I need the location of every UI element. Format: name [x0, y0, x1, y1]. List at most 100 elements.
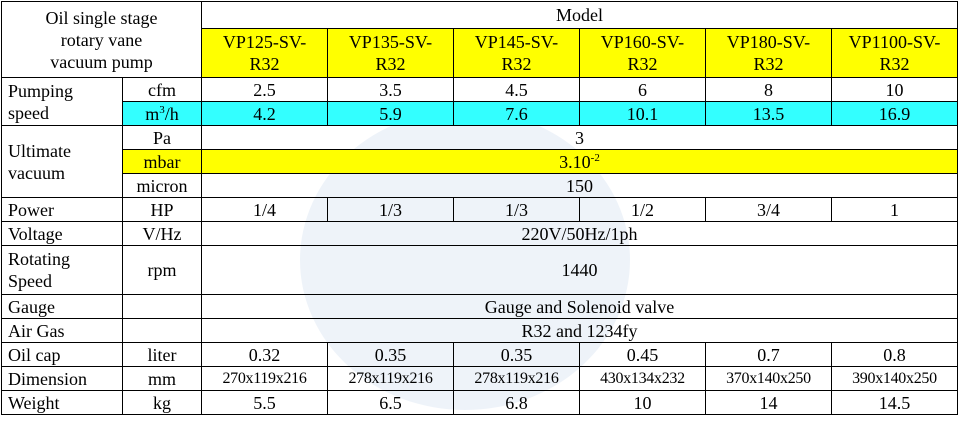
- line: VP180-SV-: [710, 31, 827, 53]
- line: R32: [710, 53, 827, 75]
- value-cell: 390x140x250: [830, 366, 959, 391]
- unit-cell: m3/h: [121, 101, 203, 126]
- value-cell: 0.45: [578, 342, 706, 367]
- text: Rotating: [8, 249, 70, 269]
- data-row: Oil cap liter 0.32 0.35 0.35 0.45 0.7 0.8: [1, 342, 959, 367]
- value-cell: 0.32: [201, 342, 328, 367]
- data-row: Power HP 1/4 1/3 1/3 1/2 3/4 1: [1, 197, 959, 222]
- data-row: Gauge Gauge and Solenoid valve: [1, 294, 958, 319]
- value-cell: 6.5: [327, 390, 454, 415]
- text: Speed: [8, 271, 52, 291]
- label-cell: Rotating Speed: [1, 245, 123, 295]
- text: R32: [501, 54, 532, 74]
- label-cell: Voltage: [1, 221, 123, 246]
- model-cell: VP125-SV- R32: [201, 28, 328, 78]
- value-cell: 7.6: [452, 101, 580, 126]
- label-cell: Air Gas: [1, 318, 123, 343]
- value-cell: 4.2: [201, 101, 328, 126]
- label-cell: Dimension: [1, 366, 123, 391]
- text: Power: [8, 199, 54, 220]
- text: Weight: [8, 392, 60, 413]
- text: R32: [627, 54, 658, 74]
- line: vacuum pump: [6, 51, 197, 73]
- text: Dimension: [8, 368, 87, 389]
- text: 4.2: [253, 103, 276, 124]
- data-row: Ultimate vacuum Pa 3: [1, 125, 958, 198]
- text: R32: [249, 54, 280, 74]
- text: 4.5: [505, 79, 528, 100]
- unit-cell: rpm: [121, 245, 203, 295]
- value-cell: 8: [704, 77, 832, 102]
- value-cell: 278x119x216: [327, 366, 454, 391]
- line: R32: [836, 53, 953, 75]
- line: VP135-SV-: [332, 31, 449, 53]
- unit-cell: mbar: [121, 149, 203, 174]
- line: Gauge: [8, 296, 118, 318]
- text: 5.5: [253, 392, 276, 413]
- text: Voltage: [8, 223, 63, 244]
- text: 3: [159, 103, 165, 116]
- value-cell: 5.9: [327, 101, 454, 126]
- text: cfm: [148, 79, 176, 100]
- text: 430x134x232: [600, 369, 685, 387]
- value-cell: 1/3: [327, 197, 454, 222]
- text: VP180-SV-: [726, 32, 811, 52]
- text: 270x119x216: [222, 369, 307, 387]
- value-cell: 3/4: [704, 197, 832, 222]
- label-cell: Gauge: [1, 294, 123, 319]
- model-cell: VP160-SV- R32: [578, 28, 706, 78]
- text: 8: [763, 79, 773, 100]
- text: VP160-SV-: [600, 32, 685, 52]
- value-cell: 3.5: [327, 77, 454, 102]
- data-row: micron 150: [2, 173, 958, 198]
- line: Weight: [8, 392, 118, 414]
- line: Ultimate: [8, 140, 118, 162]
- text: 13.5: [752, 103, 785, 124]
- value-cell: 13.5: [704, 101, 832, 126]
- label-cell: Oil cap: [1, 342, 123, 367]
- header-row: Oil single stage rotary vane vacuum pump Mo…: [0, 1, 958, 78]
- value-cell: 5.5: [201, 390, 328, 415]
- text: 6: [637, 79, 647, 100]
- text: -2: [590, 151, 600, 164]
- text: 7.6: [505, 103, 528, 124]
- line: vacuum: [8, 162, 118, 184]
- data-row: Pumping speed cfm 2.5 3.5 4.5 6 8 10: [1, 77, 959, 126]
- text: Pumping: [8, 80, 74, 101]
- text: R32 and 1234fy: [521, 320, 638, 341]
- text: 0.8: [883, 344, 906, 365]
- text: 14.5: [878, 392, 911, 413]
- data-row: Air Gas R32 and 1234fy: [1, 318, 958, 343]
- unit-cell: V/Hz: [121, 221, 203, 246]
- text: 6.5: [379, 392, 402, 413]
- text: 1440: [561, 260, 598, 280]
- text: 0.7: [757, 344, 780, 365]
- text: Gauge: [8, 296, 55, 317]
- text: 16.9: [878, 103, 911, 124]
- text: 220V/50Hz/1ph: [521, 223, 638, 244]
- value-cell: R32 and 1234fy: [201, 318, 958, 343]
- text: Oil cap: [8, 344, 61, 365]
- text: 1/3: [378, 199, 402, 220]
- text: Ultimate: [8, 140, 71, 161]
- text: 0.35: [500, 344, 533, 365]
- text: R32: [375, 54, 406, 74]
- text: 1/4: [253, 199, 277, 220]
- line: VP125-SV-: [206, 31, 323, 53]
- label-cell: Weight: [1, 390, 123, 415]
- line: VP160-SV-: [584, 31, 701, 53]
- text: mm: [148, 368, 177, 389]
- unit-cell: [121, 294, 203, 319]
- value-cell: 270x119x216: [201, 366, 328, 391]
- group-cell: Model: [201, 1, 958, 29]
- model-cell: VP180-SV- R32: [704, 28, 832, 78]
- value-cell: 0.35: [452, 342, 580, 367]
- text: 6.8: [505, 392, 528, 413]
- title-cell: Oil single stage rotary vane vacuum pump: [0, 1, 203, 78]
- text: VP1100-SV-: [848, 32, 941, 52]
- text: Air Gas: [8, 320, 65, 341]
- text: 0.32: [248, 344, 281, 365]
- value-cell: 14.5: [830, 390, 959, 415]
- line: R32: [332, 53, 449, 75]
- unit-cell: mm: [121, 366, 203, 391]
